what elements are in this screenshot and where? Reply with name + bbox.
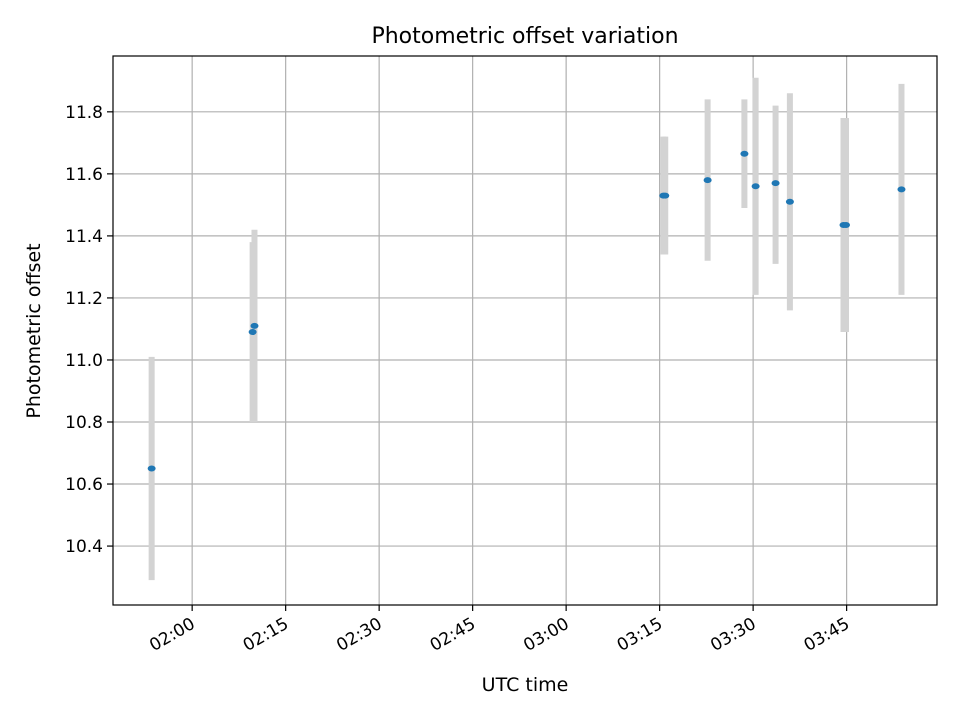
data-point <box>147 465 156 472</box>
data-point <box>751 183 760 190</box>
y-tick-label: 11.8 <box>65 103 103 123</box>
data-point <box>841 222 850 229</box>
x-axis-label: UTC time <box>482 674 569 696</box>
data-point <box>897 186 906 193</box>
y-tick-label: 11.0 <box>65 351 103 371</box>
y-tick-label: 10.8 <box>65 413 103 433</box>
y-tick-label: 10.4 <box>65 537 103 557</box>
data-point <box>740 150 749 157</box>
data-point <box>771 180 780 187</box>
data-point <box>785 198 794 205</box>
chart-title: Photometric offset variation <box>371 24 678 49</box>
y-tick-label: 11.4 <box>65 227 103 247</box>
data-point <box>703 177 712 184</box>
plot-frame <box>112 55 938 606</box>
y-axis-label: Photometric offset <box>23 243 45 418</box>
y-tick-label: 11.6 <box>65 165 103 185</box>
data-point <box>661 192 670 199</box>
data-point <box>250 322 259 329</box>
y-axis-ticks: 10.4 10.6 10.8 11.0 11.2 11.4 11.6 11.8 <box>65 103 113 557</box>
data-point <box>248 329 257 336</box>
y-tick-label: 10.6 <box>65 475 103 495</box>
y-tick-label: 11.2 <box>65 289 103 309</box>
data-points <box>147 150 906 472</box>
